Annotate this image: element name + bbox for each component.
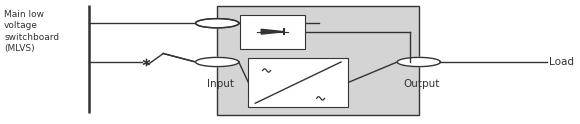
- Text: Input: Input: [206, 79, 234, 89]
- Bar: [240, 15, 305, 49]
- Circle shape: [195, 19, 239, 28]
- Circle shape: [397, 57, 440, 67]
- Bar: [218, 6, 419, 115]
- Text: Load: Load: [549, 57, 574, 67]
- Circle shape: [195, 57, 239, 67]
- Text: Output: Output: [404, 79, 440, 89]
- Text: Main low
voltage
switchboard
(MLVS): Main low voltage switchboard (MLVS): [4, 10, 59, 53]
- Polygon shape: [261, 29, 284, 34]
- Bar: [248, 58, 348, 107]
